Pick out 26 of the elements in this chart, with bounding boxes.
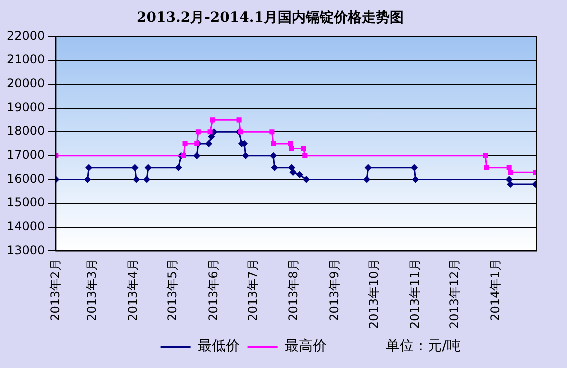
x-tick-label: 2013年4月: [126, 259, 140, 322]
x-tick-label: 2013年6月: [206, 259, 220, 322]
y-tick-label: 15000: [6, 196, 46, 210]
y-tick-label: 17000: [6, 148, 46, 162]
y-tick-label: 19000: [6, 100, 46, 114]
y-tick-label: 14000: [6, 219, 46, 234]
chart-title: 2013.2月-2014.1月国内镉锭价格走势图: [137, 10, 404, 26]
x-tick-label: 2013年11月: [408, 259, 422, 330]
y-tick-label: 21000: [6, 52, 46, 67]
y-tick-label: 22000: [6, 28, 46, 43]
x-tick-label: 2013年3月: [85, 259, 100, 322]
x-tick-label: 2013年8月: [286, 259, 301, 322]
x-tick-label: 2013年10月: [367, 259, 382, 330]
text: 单位：元/吨: [386, 338, 461, 355]
x-tick-label: 2013年12月: [447, 259, 462, 330]
y-tick-label: 20000: [6, 76, 46, 91]
x-tick-label: 2014年1月: [488, 259, 502, 322]
legend-label: 最高价: [284, 338, 380, 355]
x-tick-label: 2013年2月: [48, 259, 62, 322]
y-tick-label: 18000: [6, 124, 46, 138]
x-tick-label: 2013年5月: [166, 259, 180, 322]
y-tick-label: 16000: [6, 172, 46, 186]
y-tick-label: 13000: [6, 243, 46, 258]
x-tick-label: 2013年7月: [246, 259, 260, 322]
x-tick-label: 2013年9月: [328, 259, 342, 322]
legend-label: 最低价: [198, 338, 240, 355]
